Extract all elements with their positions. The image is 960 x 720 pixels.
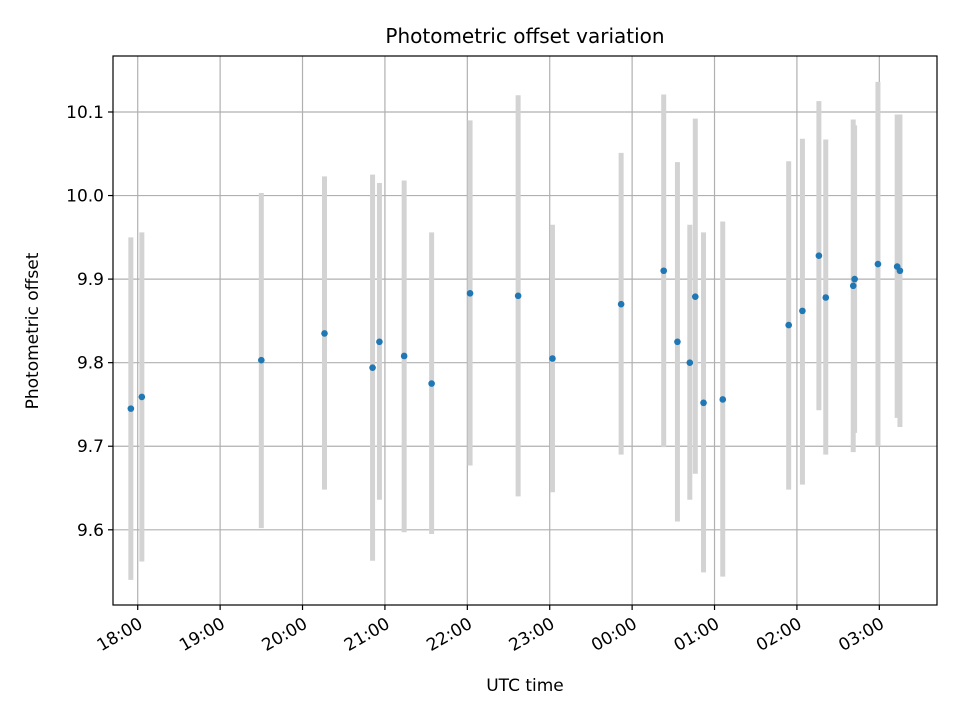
data-point — [822, 294, 830, 301]
data-points — [127, 252, 904, 412]
data-point — [674, 338, 681, 346]
y-tick-label: 9.7 — [77, 437, 104, 457]
chart-title: Photometric offset variation — [385, 24, 664, 48]
data-point — [127, 405, 135, 412]
data-point — [719, 396, 727, 403]
x-axis-label: UTC time — [486, 676, 564, 696]
data-point — [849, 282, 857, 290]
data-point — [321, 330, 328, 337]
y-tick-label: 9.8 — [77, 354, 104, 374]
plot-frame — [112, 55, 938, 606]
data-point — [258, 356, 265, 364]
y-tick-label: 9.9 — [77, 270, 104, 290]
y-axis-label: Photometric offset — [23, 252, 43, 409]
data-point — [874, 260, 882, 268]
data-point — [691, 293, 699, 300]
data-point — [376, 338, 383, 346]
data-point — [400, 352, 408, 360]
y-tick-label: 10.1 — [66, 103, 104, 123]
data-point — [617, 300, 625, 308]
data-point — [514, 292, 522, 300]
data-point — [815, 252, 823, 260]
y-tick-label: 9.6 — [77, 521, 104, 541]
data-point — [700, 399, 707, 407]
data-point — [660, 267, 668, 275]
data-point — [428, 380, 435, 387]
data-point — [369, 364, 376, 371]
data-point — [799, 307, 806, 315]
data-point — [896, 267, 904, 275]
data-point — [549, 355, 556, 362]
y-tick-label: 10.0 — [66, 187, 104, 207]
data-point — [851, 275, 858, 283]
y-axis-ticks: 9.6 9.7 9.8 9.9 10.0 10.1 — [66, 103, 113, 541]
plot-area — [113, 56, 937, 605]
data-point — [686, 359, 694, 366]
data-point — [466, 290, 474, 297]
data-point — [138, 393, 146, 401]
data-point — [785, 321, 792, 329]
